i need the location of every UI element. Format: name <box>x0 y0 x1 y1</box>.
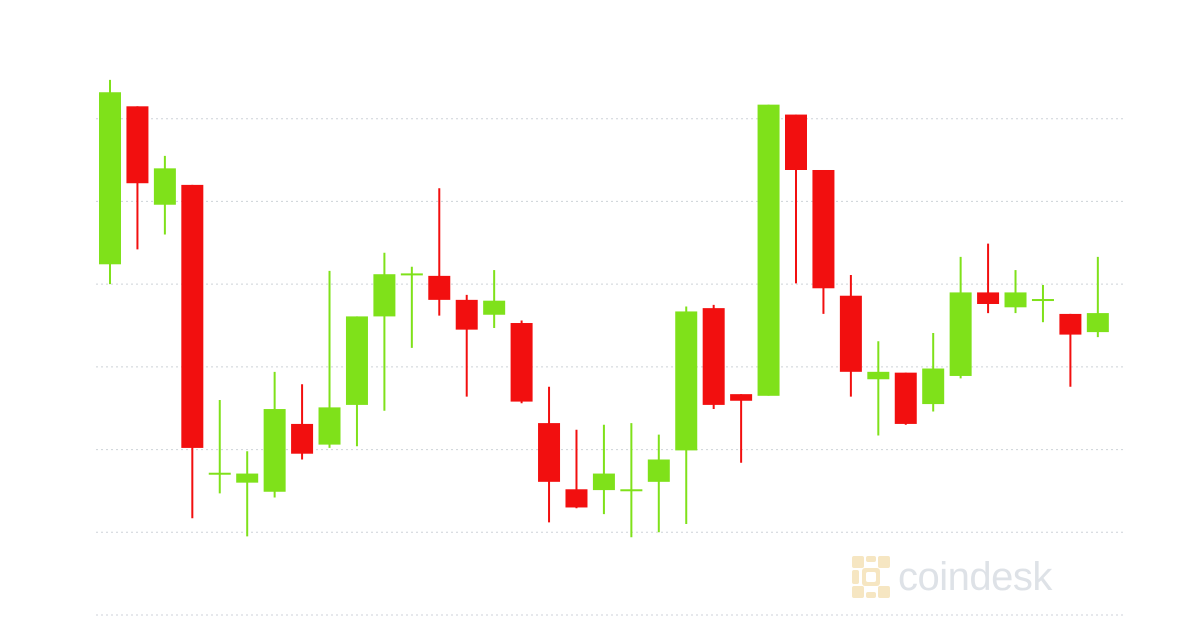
candle <box>318 270 341 448</box>
candle <box>1004 270 1027 314</box>
candle <box>291 384 314 460</box>
candle-body-up <box>345 316 368 405</box>
candle-body-down <box>839 295 862 372</box>
candle-body-down <box>730 394 753 401</box>
candle-body-up <box>318 407 341 445</box>
candle <box>153 155 176 235</box>
candle <box>647 434 670 533</box>
candle <box>1086 256 1109 338</box>
candle <box>208 399 231 494</box>
candle <box>263 371 286 498</box>
candle <box>483 270 506 328</box>
candle-body-up <box>208 472 231 475</box>
candle <box>675 306 698 525</box>
candle-body-down <box>538 423 561 482</box>
candle <box>702 304 725 410</box>
candle <box>236 451 259 537</box>
candle <box>373 252 396 411</box>
candle <box>812 169 835 314</box>
candle <box>785 114 807 284</box>
candle-body-up <box>949 292 972 376</box>
candle-body-up <box>647 459 670 482</box>
candle-body-up <box>620 489 643 492</box>
candle <box>867 341 890 436</box>
candle-body-up <box>757 104 780 396</box>
candle-body-down <box>510 323 533 402</box>
candle-body-up <box>675 311 698 451</box>
candle-body-down <box>812 169 835 289</box>
candle-body-down <box>126 106 149 184</box>
coindesk-logo-icon <box>852 556 890 598</box>
candle-body-up <box>592 473 615 491</box>
candle <box>455 294 478 397</box>
candle <box>757 104 780 396</box>
candle-body-up <box>922 368 945 405</box>
candle <box>428 188 451 316</box>
candle <box>730 394 753 463</box>
candle <box>400 266 423 348</box>
candle <box>1031 284 1054 323</box>
candle <box>977 243 1000 314</box>
candle-body-down <box>565 489 588 508</box>
candle <box>1059 313 1082 387</box>
candle-body-down <box>181 184 204 448</box>
candle-body-down <box>894 372 917 424</box>
candle <box>894 372 917 425</box>
candle-body-up <box>483 300 506 315</box>
candle <box>345 316 368 447</box>
coindesk-watermark: coindesk <box>850 553 1052 601</box>
candle <box>620 423 643 538</box>
coindesk-wordmark: coindesk <box>898 554 1052 599</box>
candle-body-down <box>428 275 451 300</box>
candle <box>510 320 533 404</box>
candle <box>922 332 945 412</box>
candle <box>565 429 588 509</box>
candle-body-up <box>867 371 890 380</box>
candle-body-up <box>373 274 396 317</box>
candle <box>181 184 204 519</box>
candle-body-up <box>400 273 423 276</box>
candle <box>538 386 561 523</box>
candle-body-down <box>702 308 725 405</box>
candle-body-up <box>1031 299 1054 302</box>
candle <box>99 79 121 285</box>
candle-body-up <box>263 409 286 492</box>
candle-body-down <box>785 114 807 170</box>
candle <box>949 256 972 379</box>
candle-body-up <box>153 168 176 205</box>
candle-body-down <box>1059 313 1082 335</box>
candle <box>126 106 149 250</box>
candle-body-down <box>455 299 478 330</box>
candle-body-up <box>236 473 259 483</box>
candle-body-down <box>977 292 1000 304</box>
candle-body-up <box>1086 313 1109 333</box>
candle-body-up <box>1004 292 1027 308</box>
candles <box>99 79 1109 538</box>
candle <box>592 424 615 515</box>
candle-body-up <box>99 92 121 265</box>
candle-body-down <box>291 423 314 454</box>
candle <box>839 275 862 397</box>
